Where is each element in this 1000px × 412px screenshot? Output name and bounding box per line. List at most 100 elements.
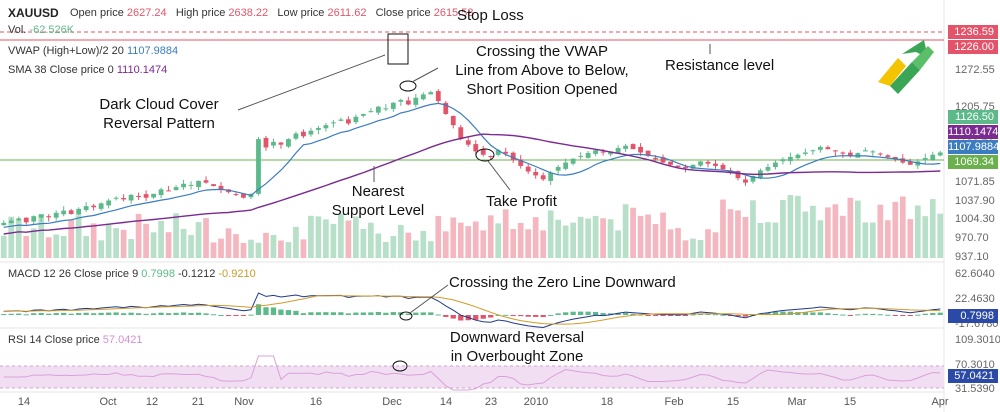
candle-body	[720, 164, 726, 170]
volume-bar	[412, 240, 419, 258]
volume-bar	[847, 197, 854, 258]
candle-body	[345, 119, 351, 124]
volume-bar	[600, 218, 606, 258]
dark-cloud-box	[387, 33, 409, 65]
candle-body	[413, 97, 419, 105]
macd-histogram-bar	[16, 313, 22, 315]
candle-body	[113, 197, 119, 199]
volume-bar	[712, 232, 719, 258]
candle-body	[383, 108, 389, 110]
volume-bar	[510, 229, 517, 258]
candle-body	[435, 91, 441, 102]
macd-histogram-bar	[390, 312, 396, 315]
volume-bar	[278, 240, 284, 258]
time-tick-label: 21	[191, 396, 205, 408]
candlesticks	[1, 89, 943, 226]
macd-histogram-bar	[458, 315, 464, 321]
candle-body	[802, 152, 808, 154]
macd-histogram-bar	[270, 307, 277, 315]
nearest-support-annotation: Nearest Support Level	[331, 183, 425, 219]
volume-bar	[697, 239, 704, 258]
volume-bar	[645, 214, 651, 258]
volume-bar	[150, 232, 157, 258]
macd-histogram-bar	[443, 315, 449, 317]
rsi-panel	[0, 355, 944, 391]
macd-histogram-bar	[68, 313, 74, 315]
volume-bar	[30, 228, 37, 258]
macd-histogram-bar	[255, 304, 262, 315]
macd-histogram-bar	[772, 311, 779, 315]
macd-histogram-bar	[615, 313, 621, 315]
candle-body	[862, 150, 868, 152]
candle-body	[510, 152, 516, 161]
volume-bar	[353, 216, 359, 258]
candle-body	[263, 137, 269, 148]
crossing-vwap-annotation: Crossing the VWAP Line from Above to Bel…	[455, 43, 629, 98]
volume-bar	[810, 205, 816, 258]
candle-body	[495, 150, 501, 155]
macd-histogram-bar	[450, 315, 456, 319]
candle-body	[271, 141, 276, 146]
macd-histogram-bar	[345, 313, 352, 315]
candle-body	[121, 198, 127, 200]
candle-body	[218, 185, 224, 190]
volume-bar	[690, 238, 696, 258]
macd-histogram-bar	[907, 315, 913, 316]
macd-histogram-bar	[195, 312, 202, 315]
volume-bar	[300, 239, 307, 258]
macd-histogram-bar	[720, 314, 726, 316]
macd-histogram-bar	[840, 314, 846, 316]
take-profit-pointer	[487, 160, 511, 191]
volume-bar	[323, 219, 329, 258]
candle-body	[578, 155, 584, 157]
volume-bar	[218, 238, 224, 258]
volume-bar	[128, 239, 134, 258]
volume-bar	[233, 234, 239, 258]
macd-histogram-bar	[622, 312, 629, 315]
candle-body	[885, 155, 891, 157]
candle-body	[698, 161, 703, 166]
macd-histogram-bar	[106, 312, 112, 315]
vwap-legend[interactable]: VWAP (High+Low)/2 20 1107.9884	[8, 45, 179, 57]
candle-body	[106, 200, 112, 206]
sma-legend[interactable]: SMA 38 Close price 0 1110.1474	[8, 64, 168, 76]
volume-bar	[8, 216, 15, 258]
volume-bar	[720, 199, 726, 258]
rsi-legend[interactable]: RSI 14 Close price 57.0421	[8, 334, 143, 346]
macd-histogram-bar	[570, 311, 576, 315]
macd-histogram-bar	[510, 315, 516, 316]
macd-histogram-bar	[495, 314, 501, 316]
candle-body	[937, 152, 943, 156]
macd-histogram-bar	[135, 313, 142, 315]
candle-body	[166, 190, 171, 192]
volume-bar	[68, 219, 75, 258]
macd-histogram-bar	[667, 315, 674, 316]
candle-body	[8, 220, 14, 224]
macd-histogram-bar	[578, 311, 584, 315]
volume-bar	[854, 200, 861, 258]
macd-histogram-bar	[592, 311, 599, 315]
macd-histogram-bar	[915, 314, 921, 316]
macd-legend[interactable]: MACD 12 26 Close price 9 0.7998 -0.1212 …	[8, 268, 256, 280]
macd-histogram-bar	[113, 312, 119, 315]
volume-bar	[607, 219, 614, 258]
price-tick-label: 1205.75	[955, 100, 995, 113]
candle-body	[847, 152, 853, 156]
macd-histogram-bar	[518, 315, 524, 317]
macd-histogram-bar	[705, 313, 711, 315]
macd-histogram-bar	[488, 315, 494, 318]
candle-body	[773, 162, 778, 168]
volume-bar	[0, 235, 7, 258]
macd-histogram-bar	[712, 314, 719, 316]
candle-body	[38, 214, 44, 218]
candle-body	[286, 139, 291, 147]
volume-bar	[75, 215, 82, 258]
candle-body	[465, 140, 471, 145]
resistance-price-tag: 1226.00	[948, 40, 998, 54]
candle-body	[743, 179, 748, 183]
candle-body	[398, 100, 404, 102]
volume-bar	[682, 240, 689, 258]
candle-body	[653, 157, 658, 160]
volume-bar	[502, 209, 509, 258]
